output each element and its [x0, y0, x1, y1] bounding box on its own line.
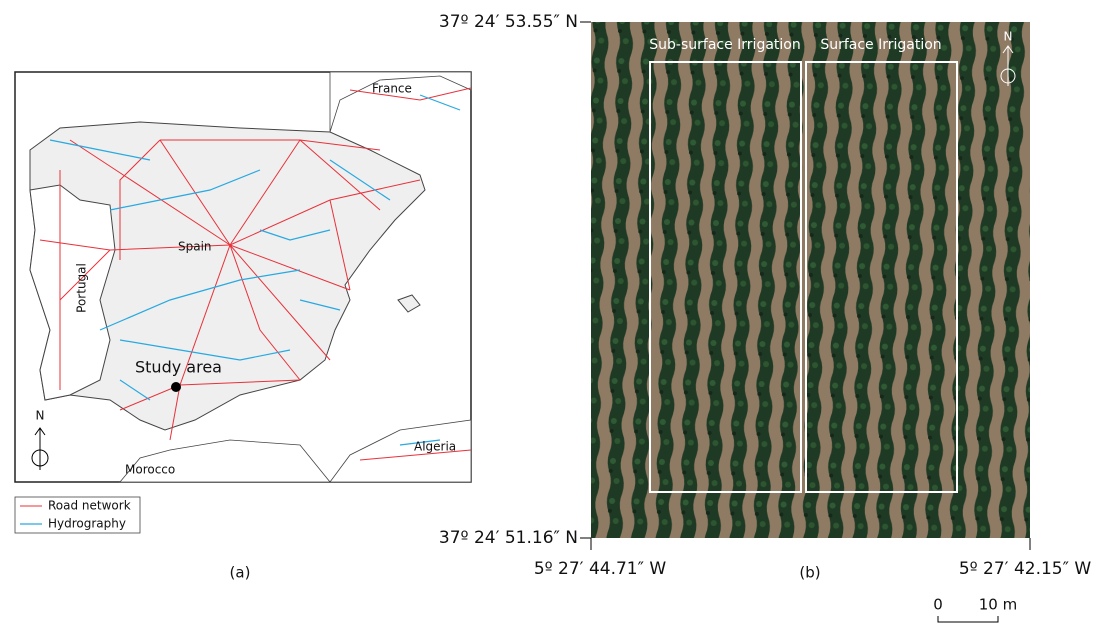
- legend-label: Hydrography: [48, 517, 126, 531]
- portugal-land: [30, 185, 115, 400]
- latitude-label: 37º 24′ 53.55″ N: [439, 12, 578, 32]
- map-panel: France Spain Portugal Study area Algeria…: [15, 72, 471, 482]
- plot-label: Surface Irrigation: [820, 37, 941, 53]
- north-label: N: [1004, 30, 1013, 44]
- panel-caption: (b): [799, 564, 820, 582]
- study-area-label: Study area: [135, 358, 222, 377]
- scale-bar: 0 10 m: [933, 596, 1017, 623]
- legend-label: Road network: [48, 499, 131, 513]
- legend: Road network Hydrography: [15, 497, 140, 533]
- scale-label: 0: [933, 596, 943, 614]
- place-label: Portugal: [75, 263, 89, 313]
- place-label: Morocco: [125, 463, 175, 477]
- figure: France Spain Portugal Study area Algeria…: [0, 0, 1102, 626]
- place-label: Algeria: [414, 440, 456, 454]
- panel-caption: (a): [230, 564, 251, 582]
- latitude-label: 37º 24′ 51.16″ N: [439, 528, 578, 548]
- plot-label: Sub-surface Irrigation: [649, 37, 800, 53]
- scale-label: 10 m: [979, 596, 1017, 614]
- place-label: France: [372, 82, 412, 96]
- place-label: Spain: [178, 240, 212, 254]
- longitude-label: 5º 27′ 42.15″ W: [959, 559, 1092, 579]
- north-label: N: [36, 409, 45, 423]
- aerial-image: [591, 22, 1030, 538]
- aerial-panel: Sub-surface Irrigation Surface Irrigatio…: [439, 12, 1091, 622]
- study-area-marker: [171, 382, 181, 392]
- longitude-label: 5º 27′ 44.71″ W: [534, 559, 667, 579]
